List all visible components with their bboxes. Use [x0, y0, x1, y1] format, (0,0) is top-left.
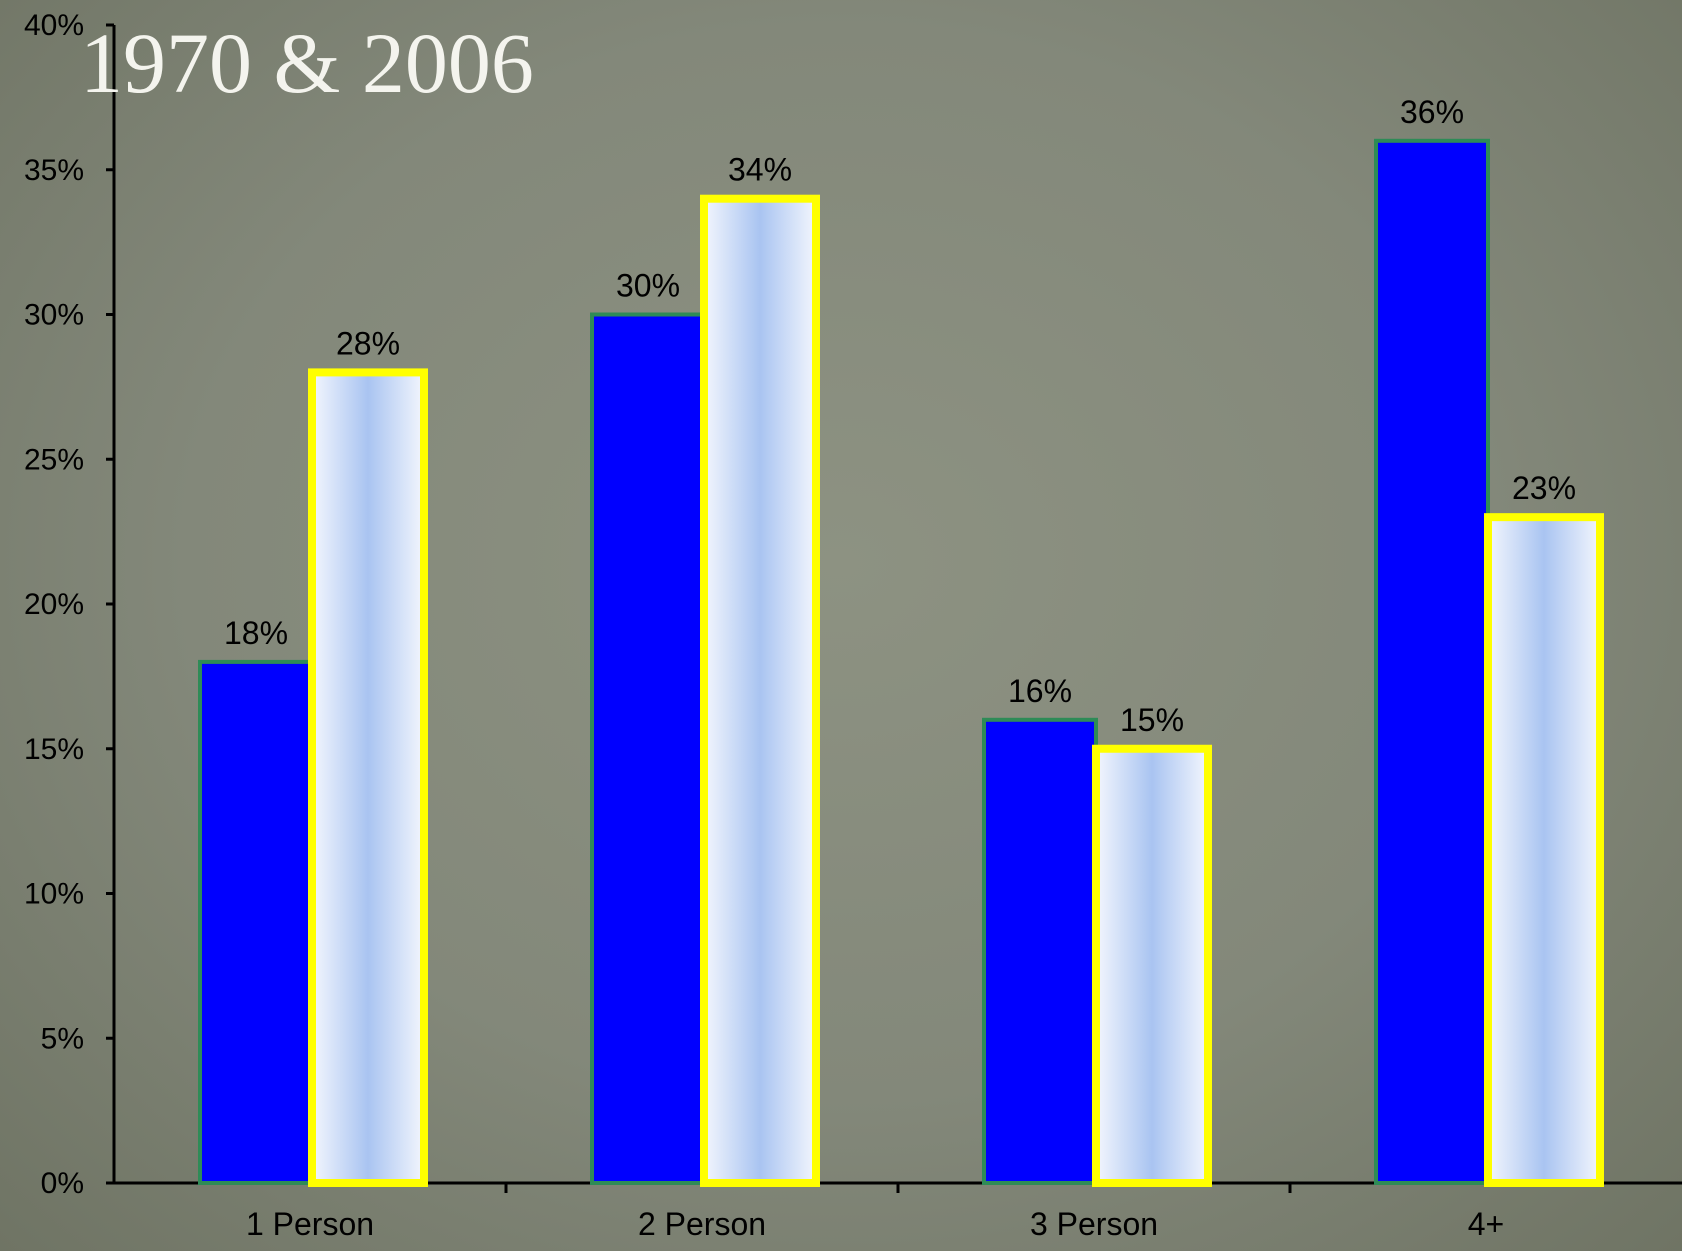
data-label: 36% [1400, 94, 1464, 130]
y-tick-label: 30% [24, 299, 84, 332]
x-category-label: 2 Person [638, 1206, 766, 1242]
bar-series-2 [700, 194, 820, 1187]
data-label: 23% [1512, 470, 1576, 506]
bar-series-1 [1374, 138, 1490, 1185]
bar-series-2 [308, 368, 428, 1187]
bar-series-1 [198, 659, 314, 1185]
y-tick-label: 0% [41, 1167, 84, 1200]
y-tick-label: 40% [24, 9, 84, 42]
bar-series-2 [1484, 513, 1604, 1187]
data-label: 18% [224, 615, 288, 651]
chart-title: 1970 & 2006 [80, 15, 534, 111]
data-label: 16% [1008, 673, 1072, 709]
y-tick-label: 35% [24, 154, 84, 187]
y-tick-label: 15% [24, 733, 84, 766]
y-tick-label: 5% [41, 1022, 84, 1055]
y-tick-label: 25% [24, 443, 84, 476]
x-category-label: 3 Person [1030, 1206, 1158, 1242]
data-label: 34% [728, 152, 792, 188]
bar-series-1 [590, 312, 706, 1185]
bar-series-1 [982, 717, 1098, 1185]
x-category-label: 1 Person [246, 1206, 374, 1242]
data-label: 30% [616, 268, 680, 304]
y-tick-label: 20% [24, 588, 84, 621]
x-category-label: 4+ [1468, 1206, 1504, 1242]
y-tick-label: 10% [24, 878, 84, 911]
bar-series-2 [1092, 744, 1212, 1187]
data-label: 15% [1120, 702, 1184, 738]
data-label: 28% [336, 325, 400, 361]
